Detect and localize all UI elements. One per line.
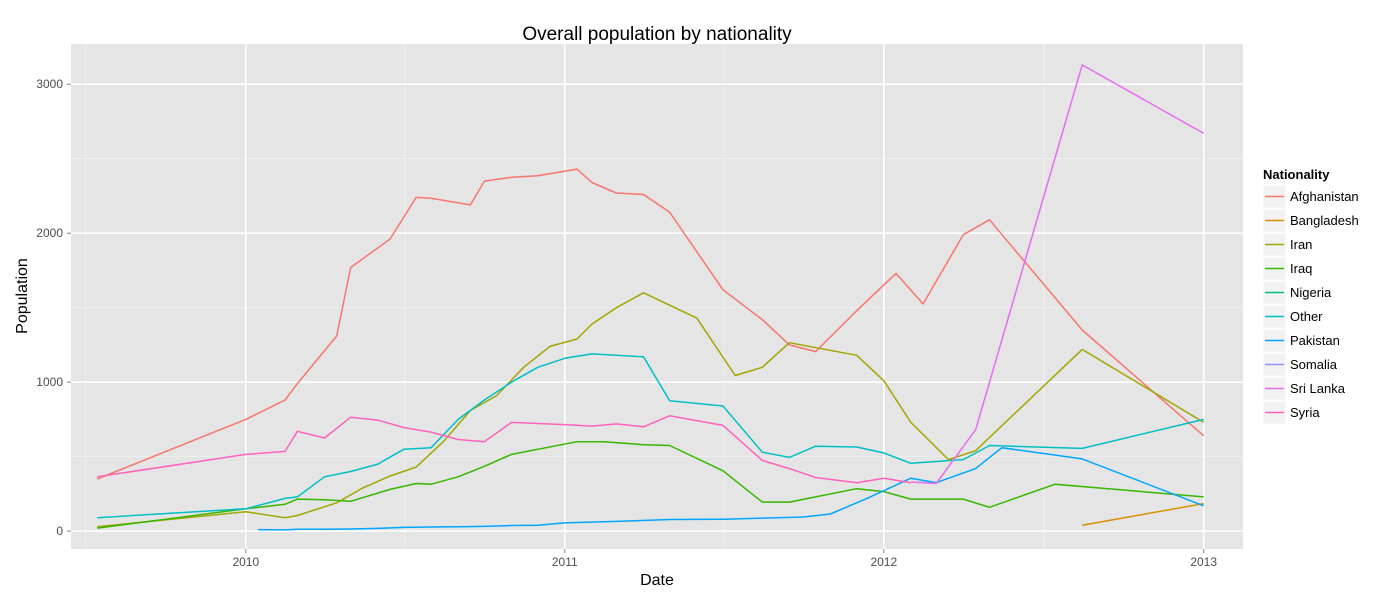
- legend-label: Sri Lanka: [1290, 381, 1346, 396]
- chart-title: Overall population by nationality: [522, 24, 792, 45]
- x-tick-label: 2010: [232, 555, 259, 569]
- legend-item-iraq: Iraq: [1262, 256, 1312, 281]
- legend-label: Iran: [1290, 237, 1312, 252]
- x-tick-label: 2012: [870, 555, 897, 569]
- legend-title: Nationality: [1263, 167, 1330, 182]
- y-tick-label: 1000: [36, 375, 63, 389]
- plot-panel: [71, 44, 1243, 549]
- legend-label: Syria: [1290, 405, 1320, 420]
- y-tick-label: 3000: [36, 77, 63, 91]
- series-line-syria: [97, 414, 912, 484]
- y-tick-label: 0: [56, 524, 63, 538]
- legend-item-somalia: Somalia: [1262, 352, 1338, 377]
- legend-item-iran: Iran: [1262, 232, 1312, 257]
- legend-item-nigeria: Nigeria: [1262, 280, 1332, 305]
- legend-item-pakistan: Pakistan: [1262, 328, 1340, 353]
- legend-label: Bangladesh: [1290, 213, 1359, 228]
- y-axis-label: Population: [14, 258, 31, 334]
- legend-label: Nigeria: [1290, 285, 1332, 300]
- x-axis-label: Date: [640, 572, 674, 589]
- series-line-sri-lanka: [910, 64, 1205, 485]
- series-line-iran: [97, 292, 1205, 528]
- legend-item-other: Other: [1262, 304, 1323, 329]
- legend-item-afghanistan: Afghanistan: [1262, 184, 1359, 209]
- series-line-iraq: [97, 440, 1204, 529]
- legend-items: Afghanistan Bangladesh Iran Iraq Nigeria Othe…: [1262, 184, 1359, 425]
- x-tick-label: 2013: [1190, 555, 1217, 569]
- legend-item-sri-lanka: Sri Lanka: [1262, 376, 1346, 401]
- legend-label: Other: [1290, 309, 1323, 324]
- legend-item-syria: Syria: [1262, 400, 1320, 425]
- x-axis: 2010 2011 2012 2013: [232, 549, 1217, 569]
- series-line-bangladesh: [1082, 502, 1204, 526]
- minor-gridlines: [71, 44, 1243, 549]
- legend-item-bangladesh: Bangladesh: [1262, 208, 1359, 233]
- series-line-pakistan: [257, 446, 1204, 531]
- legend-label: Pakistan: [1290, 333, 1340, 348]
- legend: Nationality Afghanistan Bangladesh Iran Ira…: [1262, 167, 1359, 425]
- legend-label: Iraq: [1290, 261, 1312, 276]
- legend-label: Afghanistan: [1290, 189, 1359, 204]
- legend-label: Somalia: [1290, 357, 1338, 372]
- series-line-afghanistan: [96, 168, 1205, 480]
- series-line-other: [97, 353, 1204, 519]
- y-tick-label: 2000: [36, 226, 63, 240]
- major-gridlines: [71, 44, 1243, 549]
- y-axis: 0 1000 2000 3000: [36, 77, 71, 538]
- x-tick-label: 2011: [552, 555, 578, 569]
- series-lines: [96, 64, 1205, 531]
